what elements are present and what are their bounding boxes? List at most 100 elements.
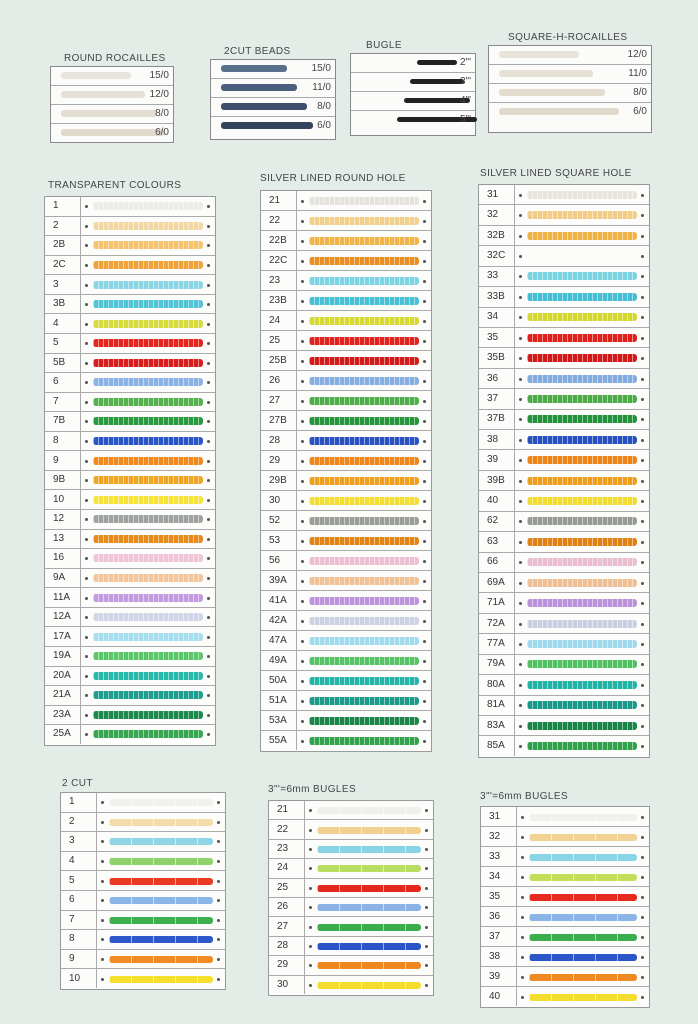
- table-row: 36: [481, 907, 649, 927]
- pin-dot: [423, 219, 426, 223]
- pin-dot: [641, 835, 644, 839]
- pin-dot: [423, 699, 426, 703]
- bead-strand: [527, 497, 637, 506]
- table-row: 77A: [479, 634, 649, 655]
- color-code: 27: [269, 917, 305, 936]
- table-row: 27B: [261, 411, 431, 431]
- pin-dot: [207, 518, 210, 522]
- color-code: 42A: [261, 611, 297, 630]
- table-row: 19A: [45, 646, 215, 667]
- bead-strand: [93, 358, 203, 367]
- pin-dot: [521, 895, 524, 899]
- size-row: 15/0: [51, 67, 173, 86]
- bead-strand: [93, 671, 203, 680]
- pin-dot: [207, 616, 210, 620]
- color-code: 23A: [45, 705, 81, 725]
- bead-strand: [309, 476, 419, 485]
- table-row: 38: [479, 430, 649, 451]
- size-label: 3"': [459, 76, 471, 87]
- color-code: 56: [261, 551, 297, 570]
- pin-dot: [101, 958, 104, 962]
- bead-strand: [309, 216, 419, 225]
- pin-dot: [519, 316, 522, 320]
- pin-dot: [207, 283, 210, 287]
- bead-strand: [93, 652, 203, 661]
- size-label: 6/0: [155, 127, 169, 138]
- bead-strand: [527, 313, 637, 322]
- table-row: 17A: [45, 627, 215, 647]
- pin-dot: [207, 479, 210, 483]
- table-row: 40: [481, 987, 649, 1006]
- table-row: 21A: [45, 686, 215, 706]
- color-code: 53: [261, 531, 297, 550]
- pin-dot: [425, 944, 428, 948]
- color-code: 39: [481, 967, 517, 986]
- section-title: SILVER LINED SQUARE HOLE: [480, 168, 632, 179]
- pin-dot: [301, 719, 304, 723]
- bead-strand: [529, 853, 637, 861]
- pin-dot: [521, 835, 524, 839]
- color-code: 22C: [261, 251, 297, 270]
- table-row: 26: [269, 897, 433, 918]
- table-row: 30: [269, 975, 433, 994]
- pin-dot: [423, 659, 426, 663]
- table-row: 23B: [261, 291, 431, 311]
- pin-dot: [217, 918, 220, 922]
- color-code: 10: [61, 969, 97, 988]
- color-code: 29B: [261, 471, 297, 490]
- bead-strand: [309, 336, 419, 345]
- table-row: 5: [61, 871, 225, 891]
- color-code: 1: [61, 793, 97, 812]
- bead-strand: [527, 537, 637, 546]
- table-row: 85A: [479, 736, 649, 756]
- table-row: 27: [261, 391, 431, 411]
- pin-dot: [301, 619, 304, 623]
- bead-strand: [527, 578, 637, 587]
- color-code: 25A: [45, 725, 81, 744]
- color-code: 32B: [479, 225, 515, 246]
- pin-dot: [425, 809, 428, 813]
- table-row: 37: [479, 389, 649, 410]
- pin-dot: [217, 958, 220, 962]
- color-code: 23B: [261, 291, 297, 310]
- size-label: 15/0: [311, 63, 331, 74]
- size-row: 5"': [351, 111, 477, 129]
- pin-dot: [85, 322, 88, 326]
- table-row: 53A: [261, 711, 431, 731]
- table-row: 81A: [479, 695, 649, 716]
- bead-strand: [93, 397, 203, 406]
- table-row: 21: [261, 191, 431, 211]
- pin-dot: [207, 440, 210, 444]
- pin-dot: [423, 559, 426, 563]
- bead-strand: [527, 374, 637, 383]
- size-label: 12/0: [149, 89, 169, 100]
- bead-strand: [93, 613, 203, 622]
- pin-dot: [423, 279, 426, 283]
- pin-dot: [641, 193, 644, 197]
- bead-strand: [317, 826, 421, 834]
- table-row: 39: [481, 967, 649, 987]
- bead-strand: [93, 202, 203, 211]
- bead-strand: [529, 833, 637, 841]
- pin-dot: [85, 420, 88, 424]
- color-code: 17A: [45, 627, 81, 646]
- pin-dot: [641, 895, 644, 899]
- color-code: 69A: [479, 573, 515, 593]
- color-code: 9: [45, 451, 81, 470]
- pin-dot: [207, 420, 210, 424]
- bead-strand: [527, 517, 637, 526]
- bead-strand: [109, 877, 213, 885]
- table-row: 7: [45, 392, 215, 413]
- table-row: 40: [479, 491, 649, 512]
- pin-dot: [85, 244, 88, 248]
- bead-strand: [93, 280, 203, 289]
- color-code: 25: [269, 878, 305, 897]
- color-code: 4: [45, 314, 81, 333]
- pin-dot: [85, 381, 88, 385]
- table-row: 25: [261, 331, 431, 351]
- pin-dot: [301, 579, 304, 583]
- table-row: 71A: [479, 593, 649, 614]
- pin-dot: [207, 576, 210, 580]
- color-code: 9: [61, 949, 97, 969]
- color-code: 26: [269, 897, 305, 917]
